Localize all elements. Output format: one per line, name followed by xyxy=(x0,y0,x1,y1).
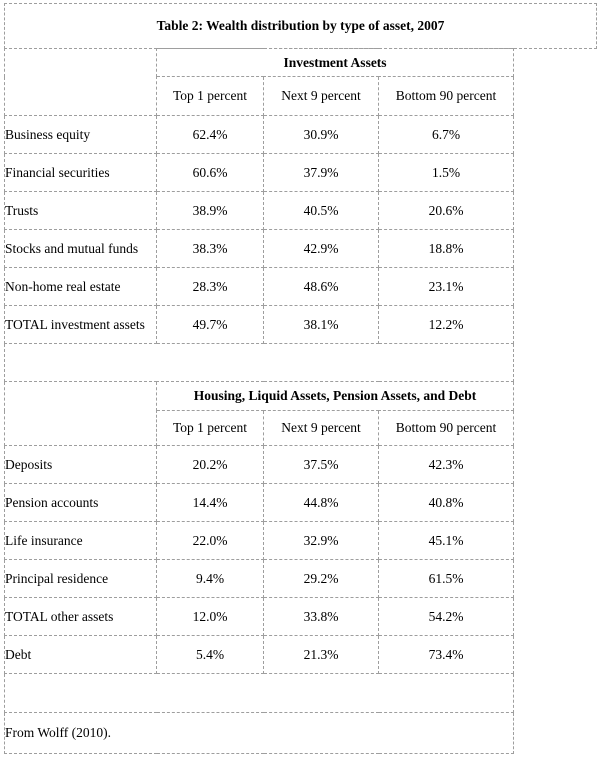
value-cell: 38.1% xyxy=(263,305,379,344)
corner-cell xyxy=(4,381,157,446)
value-cell: 32.9% xyxy=(263,521,379,560)
table-caption-box: Table 2: Wealth distribution by type of … xyxy=(4,3,597,49)
value-cell: 22.0% xyxy=(156,521,264,560)
table-row: Business equity 62.4% 30.9% 6.7% xyxy=(4,115,515,154)
table-row: Stocks and mutual funds 38.3% 42.9% 18.8… xyxy=(4,229,515,268)
value-cell: 40.8% xyxy=(377,483,515,522)
column-header-top-1-percent: Top 1 percent xyxy=(156,76,264,116)
table-row: TOTAL investment assets 49.7% 38.1% 12.2… xyxy=(4,305,515,344)
value-cell: 44.8% xyxy=(263,483,379,522)
row-label-deposits: Deposits xyxy=(4,445,157,484)
value-cell: 73.4% xyxy=(377,635,515,674)
row-label-pension-accounts: Pension accounts xyxy=(4,483,157,522)
spacer-cell xyxy=(3,343,515,382)
wealth-distribution-table: Investment Assets Top 1 percent Next 9 p… xyxy=(3,48,515,754)
value-cell: 21.3% xyxy=(263,635,379,674)
table-row: Principal residence 9.4% 29.2% 61.5% xyxy=(4,559,515,598)
value-cell: 30.9% xyxy=(263,115,379,154)
value-cell: 28.3% xyxy=(156,267,264,306)
value-cell: 61.5% xyxy=(377,559,515,598)
row-label-total-other-assets: TOTAL other assets xyxy=(4,597,157,636)
value-cell: 37.5% xyxy=(263,445,379,484)
value-cell: 37.9% xyxy=(263,153,379,192)
value-cell: 12.0% xyxy=(156,597,264,636)
value-cell: 38.3% xyxy=(156,229,264,268)
value-cell: 42.3% xyxy=(377,445,515,484)
column-header-next-9-percent: Next 9 percent xyxy=(263,76,379,116)
value-cell: 23.1% xyxy=(377,267,515,306)
table-title: Table 2: Wealth distribution by type of … xyxy=(156,18,445,33)
value-cell: 6.7% xyxy=(377,115,515,154)
value-cell: 20.6% xyxy=(377,191,515,230)
value-cell: 49.7% xyxy=(156,305,264,344)
table-row: Pension accounts 14.4% 44.8% 40.8% xyxy=(4,483,515,522)
value-cell: 18.8% xyxy=(377,229,515,268)
value-cell: 48.6% xyxy=(263,267,379,306)
column-header-bottom-90-percent: Bottom 90 percent xyxy=(377,76,515,116)
value-cell: 45.1% xyxy=(377,521,515,560)
table-row: Non-home real estate 28.3% 48.6% 23.1% xyxy=(4,267,515,306)
value-cell: 12.2% xyxy=(377,305,515,344)
corner-cell xyxy=(4,48,157,116)
row-label-stocks-and-mutual-funds: Stocks and mutual funds xyxy=(4,229,157,268)
value-cell: 1.5% xyxy=(377,153,515,192)
value-cell: 40.5% xyxy=(263,191,379,230)
column-header-next-9-percent: Next 9 percent xyxy=(263,410,379,446)
row-label-life-insurance: Life insurance xyxy=(4,521,157,560)
row-label-total-investment-assets: TOTAL investment assets xyxy=(4,305,157,344)
value-cell: 29.2% xyxy=(263,559,379,598)
table-row: Trusts 38.9% 40.5% 20.6% xyxy=(4,191,515,230)
source-note: From Wolff (2010). xyxy=(3,712,515,754)
section-header-housing-liquid-pension-debt: Housing, Liquid Assets, Pension Assets, … xyxy=(155,381,515,411)
value-cell: 14.4% xyxy=(156,483,264,522)
value-cell: 54.2% xyxy=(377,597,515,636)
column-header-top-1-percent: Top 1 percent xyxy=(156,410,264,446)
row-label-business-equity: Business equity xyxy=(4,115,157,154)
value-cell: 33.8% xyxy=(263,597,379,636)
spacer-cell xyxy=(3,673,515,713)
column-header-bottom-90-percent: Bottom 90 percent xyxy=(377,410,515,446)
value-cell: 20.2% xyxy=(156,445,264,484)
value-cell: 38.9% xyxy=(156,191,264,230)
table-row: Debt 5.4% 21.3% 73.4% xyxy=(4,635,515,674)
value-cell: 9.4% xyxy=(156,559,264,598)
value-cell: 5.4% xyxy=(156,635,264,674)
section-header-investment-assets: Investment Assets xyxy=(155,48,515,77)
value-cell: 60.6% xyxy=(156,153,264,192)
row-label-principal-residence: Principal residence xyxy=(4,559,157,598)
value-cell: 62.4% xyxy=(156,115,264,154)
table-row: TOTAL other assets 12.0% 33.8% 54.2% xyxy=(4,597,515,636)
table-row: Life insurance 22.0% 32.9% 45.1% xyxy=(4,521,515,560)
table-row: Financial securities 60.6% 37.9% 1.5% xyxy=(4,153,515,192)
table-row: Deposits 20.2% 37.5% 42.3% xyxy=(4,445,515,484)
row-label-non-home-real-estate: Non-home real estate xyxy=(4,267,157,306)
row-label-debt: Debt xyxy=(4,635,157,674)
value-cell: 42.9% xyxy=(263,229,379,268)
row-label-financial-securities: Financial securities xyxy=(4,153,157,192)
row-label-trusts: Trusts xyxy=(4,191,157,230)
